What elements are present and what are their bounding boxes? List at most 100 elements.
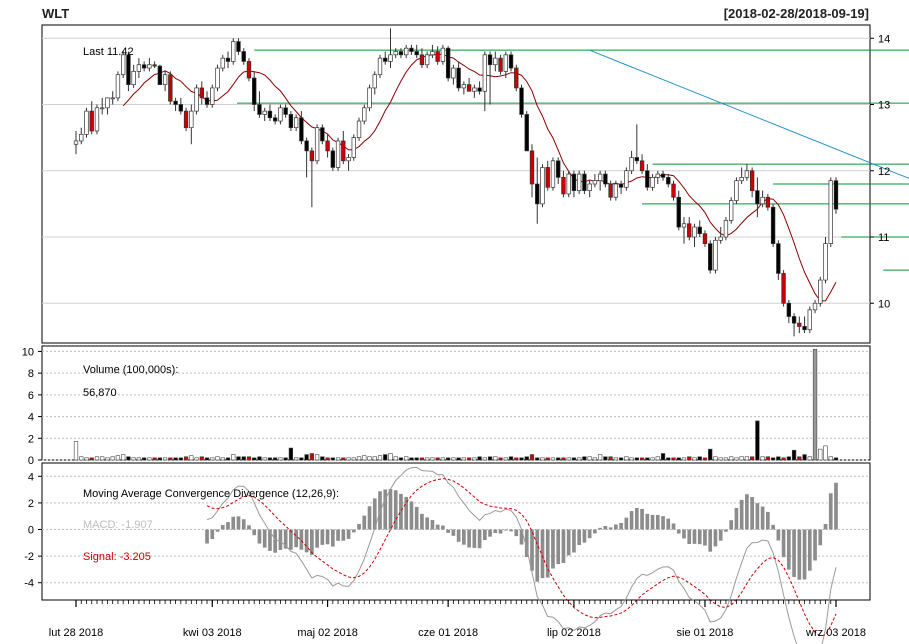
volume-bar [529,454,535,461]
volume-bar [618,457,624,461]
macd-value-label: MACD: -1.907 [83,519,153,531]
candle-body [351,137,356,158]
candle-body [472,87,477,92]
volume-bar [262,457,267,461]
macd-histogram-bar [310,529,314,555]
macd-histogram-bar [708,529,713,552]
candle-body [141,64,147,69]
x-tick-label: maj 02 2018 [297,627,358,639]
volume-bar [713,456,718,461]
volume-bar [765,456,770,461]
macd-histogram-bar [561,529,566,563]
candle-body [566,173,571,195]
macd-histogram-bar [650,514,655,530]
candle-body [613,183,619,198]
volume-bar [73,441,79,461]
macd-panel [205,466,838,644]
macd-histogram-bar [456,529,461,542]
date-range: [2018-02-28/2018-09-19] [723,6,869,21]
macd-histogram-bar [551,529,555,569]
signal-value-label: Signal: -3.205 [83,551,151,563]
macd-histogram-bar [299,529,304,550]
candle-body [556,160,561,178]
candle-body [503,54,508,72]
candlesticks [73,28,839,337]
volume-bar [482,457,487,461]
panel-labels: Last 11.42 Volume (100,000s): 56,870 Mov… [83,46,339,563]
macd-histogram-bar [807,529,812,571]
candle-body [666,177,671,185]
candle-body [818,279,823,304]
macd-histogram-bar [645,513,650,530]
volume-bar [94,456,100,461]
candle-body [100,107,105,110]
volume-bar [79,456,84,461]
macd-histogram-bar [640,508,644,530]
volume-y-tick-label: 10 [22,346,34,358]
volume-bar [540,457,545,461]
price-y-tick-label: 13 [878,100,890,112]
macd-histogram-bar [351,529,356,533]
volume-bar [833,457,839,461]
candle-body [94,107,100,132]
candle-body [120,54,126,76]
candle-body [288,114,294,129]
macd-histogram-bar [766,511,770,530]
macd-histogram-bar [781,529,786,558]
candle-body [461,84,467,89]
volume-bar [498,457,503,461]
volume-bar [304,454,309,461]
volume-bar [419,457,425,461]
macd-histogram-bar [823,524,828,530]
volume-bar [655,456,660,461]
volume-bar [797,456,802,461]
candle-body [304,140,309,152]
macd-histogram-bar [577,529,582,546]
macd-line [206,466,837,644]
volume-bar [660,453,666,461]
macd-histogram-bar [252,529,257,536]
x-tick-label: sie 01 2018 [677,627,734,639]
volume-bar [183,456,189,461]
volume-bar [377,455,383,461]
price-y-tick-label: 11 [878,232,889,244]
candle-body [246,61,252,79]
volume-bar [535,457,540,461]
candle-body [435,51,440,62]
candle-body [314,127,320,162]
volume-bar [493,456,498,461]
volume-bar [451,457,456,461]
volume-bar [168,457,173,461]
candle-body [335,140,341,168]
volume-bar [110,456,115,461]
volume-bar [115,455,121,461]
macd-histogram-bar [425,517,430,530]
candle-body [84,110,89,135]
candle-body [723,220,729,238]
candle-body [692,226,697,238]
price-y-tick-label: 12 [878,166,890,178]
macd-histogram-bar [729,520,734,530]
volume-bar [131,457,136,461]
volume-bar [231,454,236,461]
candle-body [183,110,189,129]
macd-histogram-bar [572,529,576,553]
volume-bar [136,457,142,461]
macd-histogram-bar [776,529,781,541]
macd-histogram-bar [760,506,765,530]
volume-y-tick-label: 2 [28,433,34,445]
candle-body [608,183,613,198]
macd-histogram-bar [236,516,241,530]
candle-body [398,51,404,56]
volume-bar [246,456,252,461]
volume-bar [121,454,126,461]
candle-body [508,54,514,69]
candle-body [372,74,377,89]
volume-bar [325,457,330,461]
macd-histogram-bar [566,529,571,556]
volume-y-tick-label: 0 [28,455,34,467]
macd-histogram-bar [278,529,283,550]
macd-y-tick-label: 0 [28,525,34,537]
volume-bar [346,457,351,461]
macd-histogram-bar [404,496,409,530]
